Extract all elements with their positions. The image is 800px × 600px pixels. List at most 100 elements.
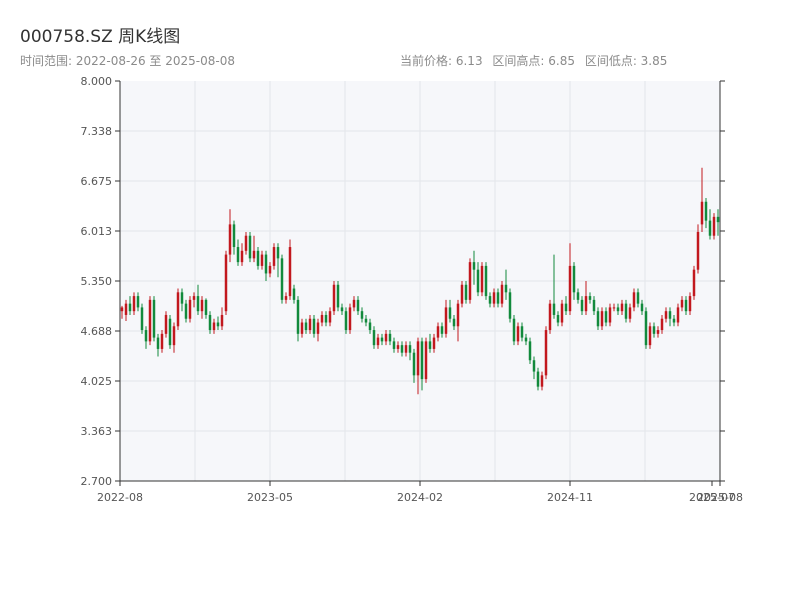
- candle-body: [708, 220, 712, 236]
- candle-body: [660, 318, 664, 331]
- candle-body: [388, 333, 392, 342]
- candle-body: [492, 292, 496, 304]
- date-range-label: 时间范围: 2022-08-26 至 2025-08-08: [20, 54, 235, 68]
- candle-body: [648, 326, 652, 346]
- candle-body: [228, 224, 232, 255]
- candle-body: [544, 330, 548, 376]
- candle-body: [552, 303, 556, 315]
- candle-body: [196, 296, 200, 312]
- candle-body: [320, 314, 324, 323]
- candle-body: [676, 307, 680, 323]
- candle-body: [600, 311, 604, 327]
- candle-body: [436, 326, 440, 338]
- candle-body: [168, 318, 172, 346]
- candle-body: [336, 284, 340, 308]
- candle-body: [204, 299, 208, 315]
- candle-body: [200, 299, 204, 312]
- candle-body: [488, 296, 492, 304]
- candle-body: [656, 330, 660, 334]
- candle-body: [700, 201, 704, 225]
- candle-body: [140, 307, 144, 331]
- range-low-label: 区间低点: 3.85: [584, 54, 668, 68]
- candle-body: [664, 311, 668, 319]
- y-tick-label: 5.350: [81, 275, 113, 288]
- candle-body: [532, 360, 536, 372]
- candle-body: [632, 292, 636, 308]
- candle-body: [420, 341, 424, 380]
- candle-body: [176, 292, 180, 327]
- candle-body: [480, 265, 484, 293]
- candle-body: [300, 322, 304, 334]
- candle-body: [712, 216, 716, 236]
- candle-body: [564, 303, 568, 312]
- y-tick-label: 7.338: [81, 125, 113, 138]
- candle-body: [280, 258, 284, 300]
- candle-body: [352, 299, 356, 308]
- candle-body: [312, 318, 316, 334]
- candle-body: [472, 262, 476, 270]
- candle-body: [132, 296, 136, 312]
- candle-body: [612, 307, 616, 309]
- candle-body: [572, 265, 576, 293]
- candle-body: [184, 303, 188, 319]
- candle-body: [220, 314, 224, 327]
- candle-body: [276, 247, 280, 259]
- candle-body: [324, 314, 328, 323]
- candle-body: [624, 303, 628, 319]
- candle-body: [688, 296, 692, 312]
- candle-body: [668, 311, 672, 319]
- candle-body: [244, 235, 248, 251]
- candle-body: [644, 311, 648, 346]
- candle-body: [560, 303, 564, 323]
- candle-body: [608, 307, 612, 323]
- candle-body: [344, 311, 348, 331]
- candle-body: [216, 322, 220, 327]
- y-tick-label: 6.013: [81, 225, 113, 238]
- candle-body: [540, 375, 544, 387]
- candle-body: [156, 337, 160, 349]
- candle-body: [584, 296, 588, 312]
- candle-body: [508, 292, 512, 319]
- candle-body: [528, 341, 532, 361]
- candle-body: [372, 330, 376, 346]
- candle-body: [580, 299, 584, 312]
- candle-body: [328, 311, 332, 323]
- candle-body: [192, 296, 196, 300]
- candle-body: [208, 314, 212, 331]
- candle-body: [680, 299, 684, 308]
- candle-body: [696, 231, 700, 270]
- candle-body: [224, 254, 228, 312]
- y-tick-label: 4.025: [81, 375, 113, 388]
- candle-body: [616, 307, 620, 312]
- candle-body: [452, 318, 456, 327]
- candle-body: [628, 307, 632, 319]
- candle-body: [360, 311, 364, 319]
- candle-body: [316, 322, 320, 334]
- range-high-label: 区间高点: 6.85: [492, 54, 575, 68]
- candle-body: [392, 341, 396, 349]
- candle-body: [636, 292, 640, 304]
- x-tick-label: 2023-05: [247, 491, 293, 504]
- candle-body: [364, 318, 368, 323]
- candle-body: [416, 341, 420, 376]
- candle-body: [180, 292, 184, 304]
- candle-body: [496, 292, 500, 304]
- candle-body: [444, 307, 448, 334]
- candle-body: [148, 299, 152, 342]
- candle-body: [172, 326, 176, 346]
- x-tick-label: 2024-11: [547, 491, 593, 504]
- candle-body: [596, 311, 600, 327]
- candle-body: [136, 296, 140, 308]
- y-tick-label: 6.675: [81, 175, 113, 188]
- candle-body: [296, 299, 300, 334]
- candle-body: [152, 299, 156, 338]
- candle-body: [232, 224, 236, 248]
- candle-body: [468, 262, 472, 300]
- candle-body: [716, 216, 720, 223]
- candle-body: [264, 254, 268, 274]
- candle-body: [252, 250, 256, 259]
- y-tick-label: 4.688: [81, 325, 113, 338]
- candle-body: [460, 284, 464, 304]
- candle-body: [348, 307, 352, 331]
